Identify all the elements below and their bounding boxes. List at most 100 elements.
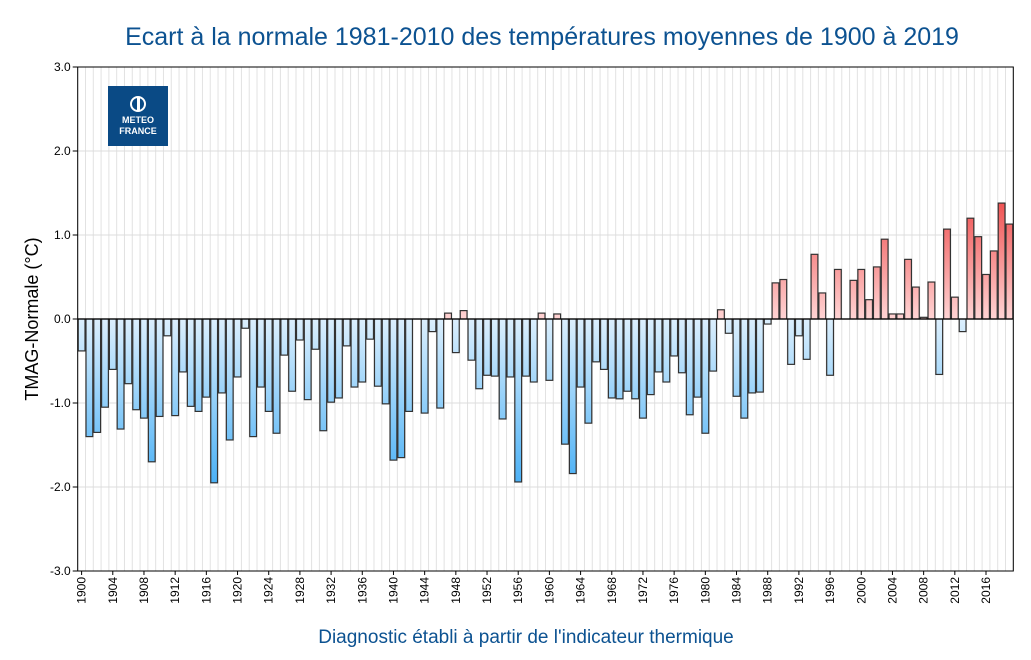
bar-1958 bbox=[529, 318, 538, 383]
x-tick-label: 1928 bbox=[293, 577, 307, 604]
x-tick-label: 1912 bbox=[168, 577, 182, 604]
bar-1981 bbox=[709, 318, 718, 372]
x-tick-label: 1952 bbox=[480, 577, 494, 604]
bar-1937 bbox=[366, 318, 375, 340]
x-tick-label: 1996 bbox=[823, 577, 837, 604]
meteo-france-logo: METEO FRANCE bbox=[108, 86, 168, 146]
bar-1934 bbox=[342, 318, 351, 347]
bar-1903 bbox=[100, 318, 109, 408]
bar-1917 bbox=[210, 318, 219, 484]
bar-1999 bbox=[849, 279, 858, 320]
bar-1979 bbox=[693, 318, 702, 398]
x-tick-label: 1980 bbox=[698, 577, 712, 604]
bar-1951 bbox=[475, 318, 484, 390]
bar-2017 bbox=[989, 250, 998, 320]
bar-1996 bbox=[826, 318, 835, 376]
bar-2012 bbox=[950, 296, 959, 320]
bar-1994 bbox=[810, 253, 819, 320]
bar-1973 bbox=[646, 318, 655, 396]
bar-1913 bbox=[178, 318, 187, 373]
y-tick-label: 0.0 bbox=[54, 312, 71, 326]
x-tick-label: 2016 bbox=[979, 577, 993, 604]
x-tick-label: 1956 bbox=[511, 577, 525, 604]
x-tick-label: 1904 bbox=[106, 577, 120, 604]
bar-1968 bbox=[607, 318, 616, 399]
bar-2018 bbox=[997, 202, 1006, 320]
bar-1944 bbox=[420, 318, 429, 414]
bar-1976 bbox=[670, 318, 679, 357]
bar-1960 bbox=[545, 318, 554, 381]
y-tick-label: 1.0 bbox=[54, 228, 71, 242]
bar-1991 bbox=[787, 318, 796, 365]
x-tick-label: 1968 bbox=[605, 577, 619, 604]
bar-1964 bbox=[576, 318, 585, 388]
svg-text:METEO: METEO bbox=[122, 115, 154, 125]
bar-1972 bbox=[638, 318, 647, 419]
x-tick-label: 1900 bbox=[75, 577, 89, 604]
bar-1916 bbox=[202, 318, 211, 398]
bar-1941 bbox=[397, 318, 406, 459]
x-tick-label: 1936 bbox=[355, 577, 369, 604]
bar-1942 bbox=[405, 318, 414, 413]
x-tick-label: 2004 bbox=[885, 577, 899, 604]
x-tick-label: 1972 bbox=[636, 577, 650, 604]
bar-1915 bbox=[194, 318, 203, 413]
bar-1988 bbox=[763, 318, 772, 325]
bar-1947 bbox=[444, 312, 453, 320]
bar-1983 bbox=[724, 318, 733, 334]
bar-2015 bbox=[974, 236, 983, 320]
bar-1924 bbox=[264, 318, 273, 413]
x-tick-label: 1920 bbox=[231, 577, 245, 604]
x-tick-label: 1940 bbox=[386, 577, 400, 604]
chart-title: Ecart à la normale 1981-2010 des tempéra… bbox=[125, 23, 959, 51]
x-tick-label: 1948 bbox=[449, 577, 463, 604]
bar-1923 bbox=[256, 318, 265, 388]
bar-2009 bbox=[927, 281, 936, 320]
bar-1914 bbox=[186, 318, 195, 407]
bar-1955 bbox=[506, 318, 515, 378]
bar-1909 bbox=[147, 318, 156, 463]
bar-1918 bbox=[217, 318, 226, 394]
bar-1926 bbox=[280, 318, 289, 356]
bar-1963 bbox=[568, 318, 577, 475]
bar-2003 bbox=[880, 238, 889, 320]
bar-1911 bbox=[163, 318, 172, 337]
bar-2005 bbox=[896, 313, 905, 320]
bar-1933 bbox=[334, 318, 343, 399]
bar-2016 bbox=[982, 273, 991, 320]
bar-2006 bbox=[904, 258, 913, 320]
y-tick-label: 2.0 bbox=[54, 144, 71, 158]
bar-1946 bbox=[436, 318, 445, 409]
bar-1993 bbox=[802, 318, 811, 360]
bar-1975 bbox=[662, 318, 671, 383]
bar-2013 bbox=[958, 318, 967, 333]
bar-1912 bbox=[171, 318, 180, 417]
bar-1948 bbox=[451, 318, 460, 354]
bar-2001 bbox=[865, 299, 874, 320]
x-tick-label: 1916 bbox=[199, 577, 213, 604]
bar-1952 bbox=[483, 318, 492, 376]
bar-2002 bbox=[872, 266, 881, 320]
x-tick-label: 1932 bbox=[324, 577, 338, 604]
bar-1978 bbox=[685, 318, 694, 416]
bar-2014 bbox=[966, 217, 975, 320]
x-tick-label: 1984 bbox=[730, 577, 744, 604]
x-axis: 1900 1904 1908 1912 1916 1920 1924 1928 1932 1936… bbox=[75, 571, 993, 604]
bar-1986 bbox=[748, 318, 757, 394]
x-axis-label: Diagnostic établi à partir de l'indicate… bbox=[318, 627, 734, 648]
bar-1901 bbox=[85, 318, 94, 438]
bar-1936 bbox=[358, 318, 367, 383]
x-tick-label: 1992 bbox=[792, 577, 806, 604]
x-tick-label: 1944 bbox=[418, 577, 432, 604]
bar-1925 bbox=[272, 318, 281, 434]
bar-1967 bbox=[599, 318, 608, 371]
bar-1906 bbox=[124, 318, 133, 385]
bar-1954 bbox=[498, 318, 507, 420]
bar-1930 bbox=[311, 318, 320, 350]
bar-1904 bbox=[108, 318, 117, 371]
bar-1965 bbox=[584, 318, 593, 424]
bar-1957 bbox=[522, 318, 531, 377]
bar-1908 bbox=[139, 318, 148, 419]
x-tick-label: 1988 bbox=[761, 577, 775, 604]
bar-1940 bbox=[389, 318, 398, 461]
